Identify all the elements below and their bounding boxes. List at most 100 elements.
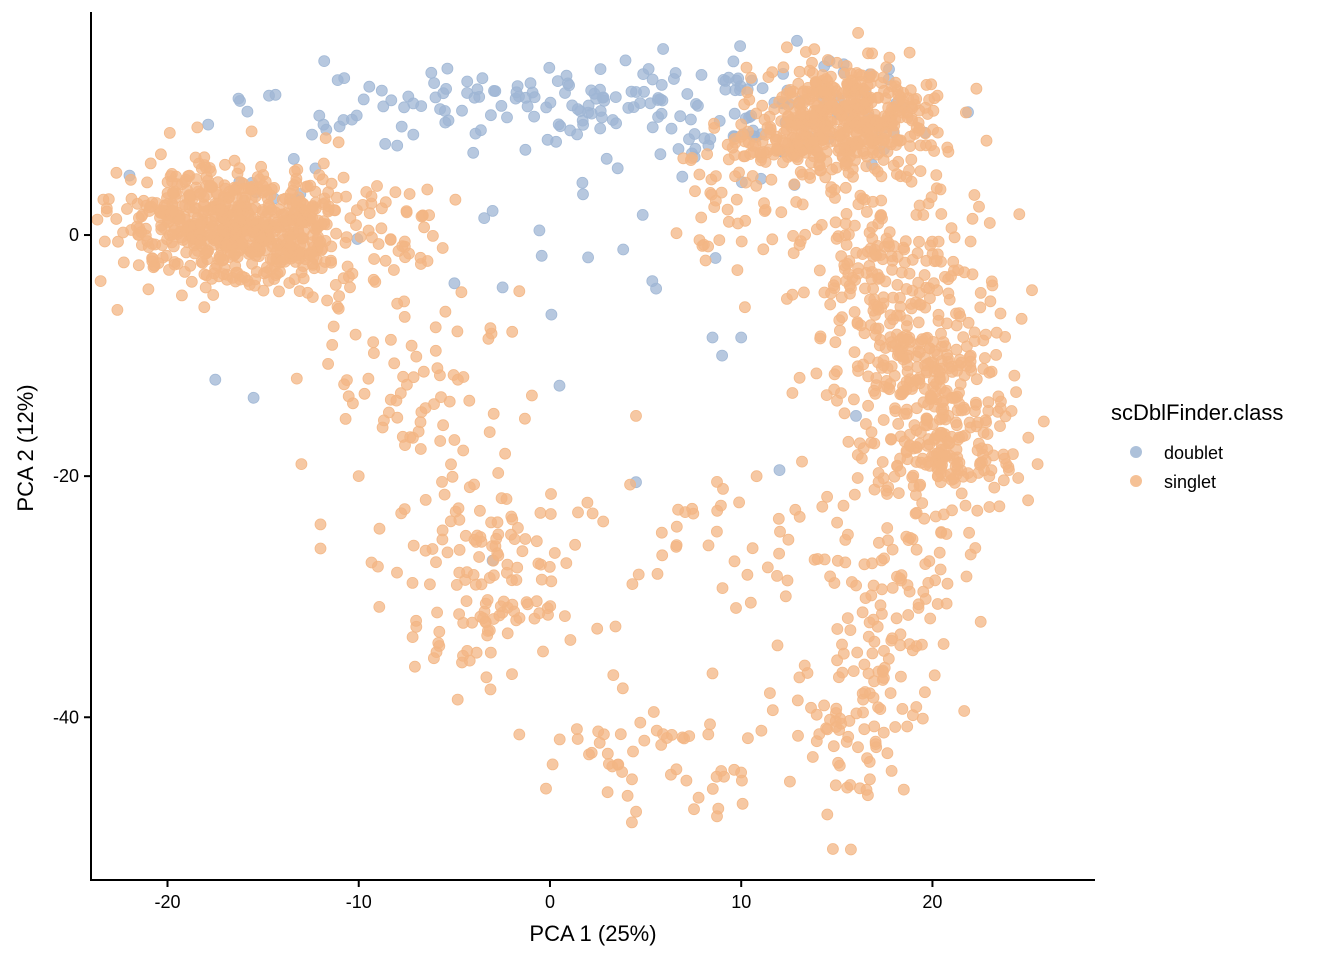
singlet-point [586, 507, 599, 520]
singlet-point [290, 372, 303, 385]
singlet-point [391, 411, 404, 424]
singlet-point [528, 612, 541, 625]
singlet-point [957, 331, 970, 344]
singlet-point [314, 542, 327, 555]
singlet-point [855, 452, 868, 465]
singlet-point [254, 230, 267, 243]
singlet-point [943, 293, 956, 306]
doublet-point [681, 88, 694, 100]
singlet-point [858, 97, 871, 109]
singlet-point [874, 333, 887, 346]
singlet-point [342, 390, 355, 403]
doublet-point [469, 127, 482, 140]
singlet-point [1022, 431, 1035, 444]
singlet-point [740, 61, 753, 74]
singlet-point [256, 206, 269, 219]
singlet-point [500, 566, 513, 579]
singlet-point [970, 373, 983, 386]
singlet-point [886, 263, 898, 276]
singlet-point [197, 200, 210, 212]
singlet-point [451, 373, 464, 386]
singlet-point [866, 47, 878, 60]
singlet-point [860, 418, 872, 430]
singlet-point [473, 551, 486, 563]
singlet-point [743, 93, 756, 106]
singlet-point [544, 600, 557, 612]
singlet-point [479, 616, 492, 629]
doublet-point [668, 73, 680, 85]
singlet-point [896, 703, 909, 715]
singlet-point [204, 179, 217, 192]
singlet-point [154, 211, 166, 224]
doublet-point [385, 94, 398, 107]
singlet-point [199, 281, 212, 294]
singlet-point [430, 556, 442, 569]
doublet-point [391, 139, 404, 152]
singlet-point [936, 396, 948, 409]
singlet-point [112, 235, 124, 248]
doublet-point [553, 379, 566, 392]
singlet-point [831, 516, 843, 529]
singlet-point [931, 248, 944, 261]
doublet-point [476, 72, 489, 85]
singlet-point [329, 278, 342, 291]
singlet-point [405, 339, 418, 352]
singlet-point [446, 470, 459, 483]
singlet-point [564, 634, 577, 646]
singlet-point [892, 487, 905, 500]
singlet-point [732, 217, 744, 230]
singlet-point [426, 229, 439, 242]
singlet-point [866, 126, 878, 139]
singlet-point [858, 723, 871, 736]
singlet-point [451, 693, 464, 706]
singlet-point [715, 499, 727, 512]
doublet-point [674, 110, 687, 123]
singlet-point [864, 319, 877, 332]
singlet-point [626, 816, 638, 829]
singlet-point [906, 383, 918, 395]
doublet-point [234, 95, 246, 107]
singlet-point [121, 203, 133, 215]
singlet-point [403, 188, 416, 200]
singlet-point [423, 578, 436, 591]
singlet-point [829, 216, 842, 229]
singlet-point [811, 223, 823, 236]
singlet-point [841, 78, 853, 90]
singlet-point [626, 578, 639, 590]
singlet-point [856, 192, 869, 205]
singlet-point [730, 602, 742, 614]
singlet-point [842, 268, 855, 280]
singlet-point [980, 134, 993, 147]
singlet-point [419, 493, 432, 506]
singlet-point [817, 133, 829, 146]
doublet-point [377, 100, 390, 113]
singlet-point [711, 810, 723, 823]
singlet-point [433, 625, 446, 638]
singlet-point [850, 579, 862, 592]
singlet-point [862, 630, 875, 643]
singlet-point [868, 437, 881, 450]
singlet-point [132, 259, 145, 272]
singlet-point [368, 253, 381, 265]
singlet-point [657, 728, 669, 740]
singlet-point [867, 579, 880, 592]
singlet-point [513, 285, 526, 298]
doublet-point [563, 79, 575, 92]
singlet-point [626, 773, 638, 786]
singlet-point [928, 145, 940, 157]
singlet-point [818, 699, 830, 712]
doublet-point [644, 97, 657, 110]
singlet-point [890, 612, 903, 625]
doublet-point [594, 63, 607, 75]
singlet-point [389, 186, 402, 199]
singlet-point [327, 320, 340, 333]
singlet-point [917, 585, 930, 598]
singlet-point [790, 196, 803, 208]
doublet-point [461, 75, 474, 88]
singlet-point [571, 733, 584, 745]
singlet-point [692, 791, 705, 804]
singlet-point [548, 547, 561, 559]
singlet-point [889, 721, 902, 733]
singlet-point [823, 96, 835, 109]
doublet-point [415, 100, 428, 112]
